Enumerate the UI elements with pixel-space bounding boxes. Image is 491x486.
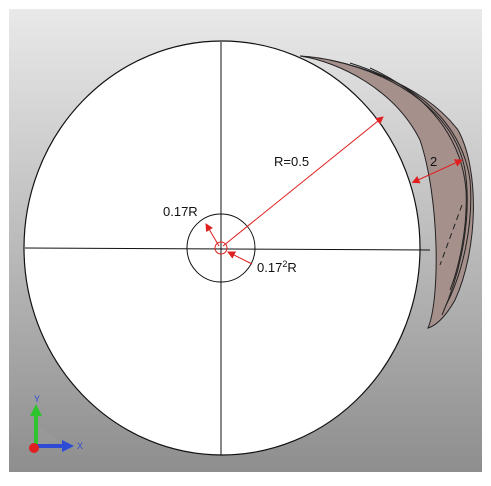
core-radius-label-base: 0.17 (257, 260, 282, 275)
core-radius-dimension-line (227, 251, 253, 265)
axis-x-label: X (77, 441, 83, 451)
axis-x-arrow (62, 440, 74, 452)
core-circle (214, 241, 228, 255)
cylinder-front-face (23, 40, 421, 456)
core-radius-label: 0.172R (257, 259, 297, 275)
inner-radius-label: 0.17R (163, 204, 198, 219)
inner-circle (186, 213, 256, 283)
inner-radius-dimension-line (205, 223, 220, 247)
core-radius-label-exp: 2 (282, 259, 287, 269)
core-radius-label-suffix: R (287, 260, 296, 275)
layer-dash (439, 204, 463, 266)
axis-z-dot (29, 443, 39, 453)
thickness-label: 2 (430, 154, 437, 169)
layer-arc-1 (329, 59, 468, 316)
axis-triad: Y X (29, 394, 83, 453)
axis-y-arrow (30, 404, 42, 416)
thickness-dimension-line (411, 159, 463, 184)
outer-radius-label: R=0.5 (274, 154, 309, 169)
layer-arc-3 (369, 67, 467, 291)
axis-y-label: Y (34, 394, 40, 404)
outer-radius-dimension-line (222, 116, 384, 247)
axis-z-cone-shadow (34, 422, 58, 446)
cylinder-side-surface (299, 55, 474, 329)
horizontal-center-line (24, 247, 431, 251)
